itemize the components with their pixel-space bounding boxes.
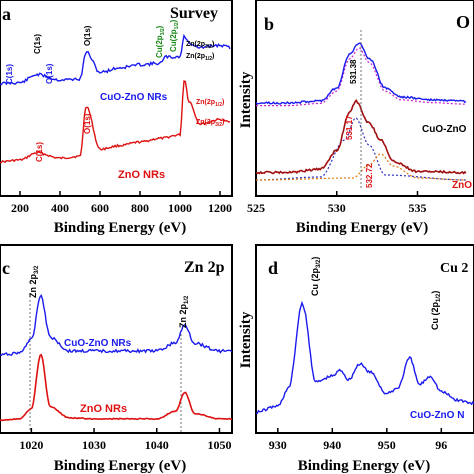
panel-a-cuo-zn2p12-label: Zn(2p1/2) [186, 53, 214, 62]
panel-a-cuo-c1s-label-2: C(1s) [33, 34, 42, 54]
panel-b-ylabel: Intensity [238, 71, 254, 128]
panel-d-x-ticks: 930 940 950 96 [269, 428, 447, 452]
panel-a-x-tick-label: 1000 [168, 201, 192, 215]
panel-b-zno-series-label: ZnO [452, 180, 472, 191]
panel-c: c Zn 2p Zn 2p3/2 Zn 2p1/2 CuO-ZnO NRs Zn… [0, 244, 233, 474]
panel-d-x-tick-label: 96 [435, 438, 447, 452]
panel-b-x-tick-label: 530 [328, 201, 346, 215]
panel-d-cuo-zno-line [256, 300, 474, 415]
panel-b-cuo-line [256, 42, 467, 105]
panel-a-cu2p32-label: Cu(2p3/2) [155, 25, 166, 58]
panel-b: b O Intensity 531.38 531.17 532.72 CuO-Z… [238, 0, 474, 236]
panel-a-letter: a [2, 4, 11, 24]
panel-a-zno-c1s-label: C(1s) [35, 142, 44, 162]
panel-d-peak1-label: Cu (2p3/2) [310, 257, 322, 296]
panel-b-peak-bottom-1: 531.17 [345, 115, 354, 140]
panel-d-x-tick-label: 950 [378, 438, 396, 452]
panel-d-ylabel: Intensity [238, 311, 254, 368]
panel-c-letter: c [2, 258, 10, 278]
panel-a-zno-zn2p32-label: Zn(2p3/2) [196, 119, 224, 128]
panel-c-peak1-label: Zn 2p3/2 [28, 265, 40, 298]
panel-a-cuo-zn2p32-label: Zn(2p3/2) [186, 41, 214, 50]
panel-a-zno-line [0, 80, 231, 164]
panel-c-zno-series-label: ZnO NRs [80, 403, 127, 415]
panel-b-frame [255, 0, 474, 197]
panel-c-x-ticks: 1020 1030 1040 1050 [19, 428, 231, 452]
panel-d-x-tick-label: 930 [269, 438, 287, 452]
panel-a-title: Survey [170, 5, 218, 22]
panel-c-cuo-series-label: CuO-ZnO NRs [64, 338, 132, 349]
panel-c-title: Zn 2p [184, 259, 225, 276]
panel-a-x-tick-label: 600 [91, 201, 109, 215]
panel-b-xlabel: Binding Energy (eV) [296, 220, 429, 236]
panel-a-xlabel: Binding Energy (eV) [54, 220, 187, 236]
panel-a-frame [0, 0, 233, 197]
panel-a-cuo-zno-line [0, 33, 231, 86]
panel-a-zno-series-label: ZnO NRs [118, 169, 165, 181]
panel-d-letter: d [268, 258, 278, 278]
panel-b-title: O [456, 12, 470, 32]
panel-c-x-tick-label: 1030 [82, 438, 106, 452]
panel-a-zno-zn2p12-label: Zn(2p1/2) [196, 99, 224, 108]
panel-a-x-tick-label: 200 [11, 201, 29, 215]
panel-d-frame [255, 244, 474, 434]
panel-d-peak2-label: Cu (2p1/2) [430, 291, 442, 330]
panel-a: a Survey C(1s) O(1s) C(1s) O(1s) Cu(2p3/… [0, 0, 233, 236]
panel-d: d Cu 2 Intensity Cu (2p3/2) Cu (2p1/2) C… [238, 244, 474, 474]
panel-b-zno-line [256, 98, 467, 175]
panel-a-cu2p12-label: Cu(2p1/2) [169, 19, 180, 52]
panel-b-x-ticks: 525 530 535 [247, 191, 426, 215]
panel-c-x-tick-label: 1050 [207, 438, 231, 452]
panel-a-x-tick-label: 1200 [208, 201, 232, 215]
panel-a-x-ticks: 200 400 600 800 1000 1200 [11, 191, 232, 215]
panel-a-cuo-series-label: CuO-ZnO NRs [100, 92, 168, 103]
panel-b-zno-comp-2 [256, 153, 466, 181]
panel-b-x-tick-label: 535 [408, 201, 426, 215]
panel-b-x-tick-label: 525 [247, 201, 265, 215]
panel-a-x-tick-label: 400 [51, 201, 69, 215]
panel-d-title: Cu 2 [440, 261, 468, 276]
panel-b-letter: b [264, 14, 274, 34]
panel-c-frame [0, 244, 233, 434]
panel-a-zno-o1s-label: O(1s) [83, 113, 92, 134]
panel-c-xlabel: Binding Energy (eV) [54, 458, 187, 474]
panel-d-x-tick-label: 940 [323, 438, 341, 452]
panel-d-series-label: CuO-ZnO N [410, 410, 464, 421]
panel-c-cuo-zno-line [0, 293, 232, 357]
panel-a-cuo-c1s-label: C(1s) [5, 64, 14, 84]
panel-a-cuo-o1s-label: O(1s) [45, 63, 54, 84]
panel-c-peak2-label: Zn 2p1/2 [178, 295, 190, 328]
panel-c-zno-line [0, 353, 232, 422]
panel-c-x-tick-label: 1040 [145, 438, 169, 452]
panel-d-xlabel: Binding Energy (eV) [298, 458, 431, 474]
panel-b-peak-top: 531.38 [349, 59, 358, 84]
panel-b-peak-bottom-2: 532.72 [365, 163, 374, 188]
panel-b-cuo-fit [256, 47, 466, 107]
panel-b-cuo-series-label: CuO-ZnO [422, 124, 467, 135]
panel-a-x-tick-label: 800 [131, 201, 149, 215]
panel-a-cuo-o1s-label-2: O(1s) [83, 25, 92, 46]
panel-c-x-tick-label: 1020 [19, 438, 43, 452]
